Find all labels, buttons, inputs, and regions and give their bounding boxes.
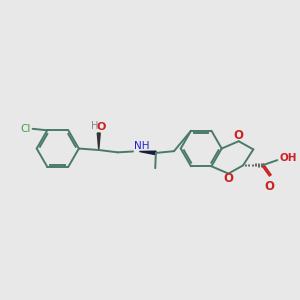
Text: OH: OH — [280, 153, 297, 163]
Text: O: O — [224, 172, 233, 185]
Text: O: O — [97, 122, 106, 132]
Text: O: O — [264, 180, 274, 193]
Polygon shape — [97, 133, 100, 150]
Text: O: O — [234, 129, 244, 142]
Text: NH: NH — [134, 142, 150, 152]
Polygon shape — [140, 151, 156, 155]
Text: Cl: Cl — [20, 124, 31, 134]
Text: H: H — [91, 121, 99, 131]
